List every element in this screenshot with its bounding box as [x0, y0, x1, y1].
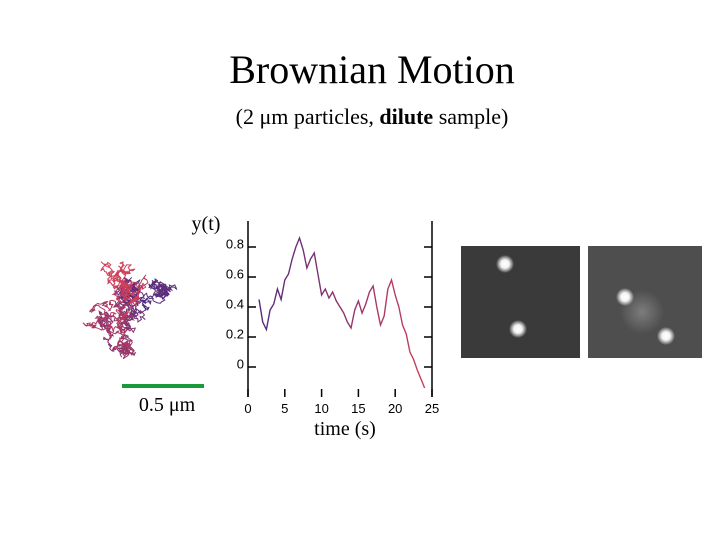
particle	[616, 288, 634, 306]
particle	[657, 327, 675, 345]
x-tick-label: 15	[351, 401, 365, 416]
subtitle: (2 μm particles, dilute sample)	[236, 104, 509, 129]
trajectory-piece	[100, 261, 140, 316]
scale-bar-label: 0.5 μm	[139, 394, 196, 416]
x-tick-label: 20	[388, 401, 402, 416]
y-tick-label: 0.4	[226, 296, 244, 311]
particle	[496, 255, 514, 273]
trajectory-piece	[82, 299, 134, 349]
y-axis-label: y(t)	[192, 213, 221, 235]
x-axis-label: time (s)	[314, 418, 376, 440]
chart: 0 0.2 0.4 0.6 0.8 0 5 10 15 20 25	[226, 221, 439, 416]
y-tick-label: 0.2	[226, 326, 244, 341]
y-tick-label: 0	[237, 356, 244, 371]
trajectory	[82, 261, 178, 360]
micrograph	[461, 246, 580, 358]
x-tick-label: 5	[281, 401, 288, 416]
particle	[509, 320, 527, 338]
data-line	[258, 235, 426, 389]
subtitle-bold: dilute	[379, 104, 433, 129]
x-tick-label: 25	[425, 401, 439, 416]
subtitle-text: sample)	[433, 104, 508, 129]
y-tick-label: 0.6	[226, 266, 244, 281]
title: Brownian Motion	[229, 47, 515, 92]
subtitle-text: (2 μm particles,	[236, 104, 380, 129]
x-tick-label: 10	[314, 401, 328, 416]
trajectory-piece	[118, 278, 178, 304]
y-tick-label: 0.8	[226, 236, 244, 251]
trajectory-piece	[111, 302, 137, 360]
x-tick-label: 0	[244, 401, 251, 416]
trajectory-piece	[98, 309, 136, 355]
